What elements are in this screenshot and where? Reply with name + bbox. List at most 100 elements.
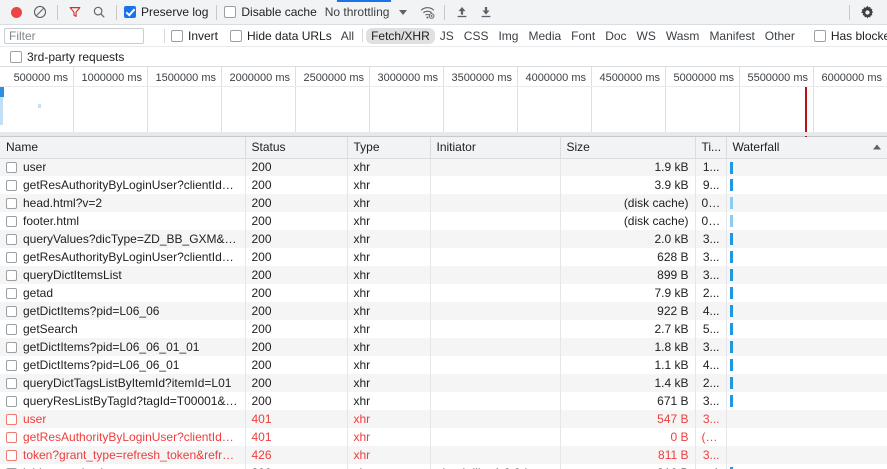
column-header-name[interactable]: Name	[0, 137, 246, 159]
table-row[interactable]: getDictItems?pid=L06_06 200 xhr 922 B 4...	[0, 302, 887, 320]
cell-waterfall[interactable]	[726, 338, 887, 356]
clear-button[interactable]	[28, 2, 52, 23]
cell-name[interactable]: getSearch	[0, 320, 246, 338]
cell-waterfall[interactable]	[726, 320, 887, 338]
table-row[interactable]: getResAuthorityByLoginUser?clientId=teac…	[0, 176, 887, 194]
cell-name[interactable]: queryValues?dicType=ZD_BB_GXM&flag=1	[0, 230, 246, 248]
cell-name[interactable]: queryResListByTagId?tagId=T00001&page=0&…	[0, 392, 246, 410]
type-filter-other[interactable]: Other	[764, 28, 795, 43]
cell-waterfall[interactable]	[726, 392, 887, 410]
row-checkbox[interactable]	[6, 161, 17, 173]
table-row[interactable]: head.html?v=2 200 xhr (disk cache) 0 ...	[0, 194, 887, 212]
row-checkbox[interactable]	[6, 233, 17, 245]
table-row[interactable]: getResAuthorityByLoginUser?clientId=user…	[0, 248, 887, 266]
table-row[interactable]: queryValues?dicType=ZD_BB_GXM&flag=1 200 x…	[0, 230, 887, 248]
table-row[interactable]: getDictItems?pid=L06_06_01 200 xhr 1.1 kB 4.…	[0, 356, 887, 374]
table-row[interactable]: user 401 xhr 547 B 3...	[0, 410, 887, 428]
cell-name[interactable]: getDictItems?pid=L06_06_01	[0, 356, 246, 374]
settings-button[interactable]	[855, 2, 879, 23]
type-filter-img[interactable]: Img	[498, 28, 519, 43]
row-checkbox[interactable]	[6, 449, 17, 461]
search-button[interactable]	[87, 2, 111, 23]
cell-waterfall[interactable]	[726, 230, 887, 248]
cell-name[interactable]: queryDictTagsListByItemId?itemId=L01	[0, 374, 246, 392]
cell-name[interactable]: getad	[0, 284, 246, 302]
column-header-time[interactable]: Ti...	[695, 137, 727, 159]
table-row[interactable]: queryResListByTagId?tagId=T00001&page=0&…	[0, 392, 887, 410]
network-conditions-button[interactable]	[415, 2, 439, 23]
row-checkbox[interactable]	[6, 179, 17, 191]
column-header-waterfall[interactable]: Waterfall	[726, 137, 887, 159]
type-filter-doc[interactable]: Doc	[605, 28, 627, 43]
filter-input[interactable]	[4, 27, 144, 44]
type-filter-all[interactable]: All	[340, 28, 355, 43]
cell-waterfall[interactable]	[726, 158, 887, 176]
cell-name[interactable]: getResAuthorityByLoginUser?clientId=teac…	[0, 176, 246, 194]
cell-name[interactable]: getResAuthorityByLoginUser?clientId=port…	[0, 428, 246, 446]
cell-name[interactable]: user	[0, 410, 246, 428]
cell-waterfall[interactable]	[726, 302, 887, 320]
overview-scroll-strip[interactable]	[0, 132, 887, 136]
cell-waterfall[interactable]	[726, 212, 887, 230]
has-blocked-cookies-checkbox[interactable]: Has blocked cookies	[813, 29, 887, 43]
table-row[interactable]: getDictItems?pid=L06_06_01_01 200 xhr 1.8 k…	[0, 338, 887, 356]
network-overview-graph[interactable]	[0, 87, 887, 137]
table-row[interactable]: j_bb_security_logout200xhrchunk-libs.1.0…	[0, 464, 887, 469]
table-row[interactable]: queryDictItemsList 200 xhr 899 B 3...	[0, 266, 887, 284]
type-filter-js[interactable]: JS	[439, 28, 454, 43]
row-checkbox[interactable]	[6, 251, 17, 263]
row-checkbox[interactable]	[6, 323, 17, 335]
row-checkbox[interactable]	[6, 359, 17, 371]
table-row[interactable]: getSearch 200 xhr 2.7 kB 5...	[0, 320, 887, 338]
row-checkbox[interactable]	[6, 341, 17, 353]
cell-waterfall[interactable]	[726, 356, 887, 374]
throttling-dropdown[interactable]: No throttling	[325, 5, 408, 19]
row-checkbox[interactable]	[6, 305, 17, 317]
row-checkbox[interactable]	[6, 431, 17, 443]
table-row[interactable]: getResAuthorityByLoginUser?clientId=port…	[0, 428, 887, 446]
column-header-type[interactable]: Type	[347, 137, 431, 159]
column-header-size[interactable]: Size	[560, 137, 696, 159]
record-button[interactable]	[4, 2, 28, 23]
type-filter-media[interactable]: Media	[528, 28, 562, 43]
invert-checkbox[interactable]: Invert	[171, 29, 218, 43]
row-checkbox[interactable]	[6, 215, 17, 227]
cell-waterfall[interactable]	[726, 194, 887, 212]
cell-name[interactable]: j_bb_security_logout	[0, 464, 246, 469]
requests-table-container[interactable]: Name Status Type Initiator Size Ti... Wa…	[0, 137, 887, 469]
type-filter-ws[interactable]: WS	[636, 28, 656, 43]
preserve-log-checkbox[interactable]: Preserve log	[124, 5, 208, 19]
cell-name[interactable]: user	[0, 158, 246, 176]
type-filter-css[interactable]: CSS	[463, 28, 489, 43]
table-row[interactable]: getad 200 xhr 7.9 kB 2...	[0, 284, 887, 302]
export-har-button[interactable]	[474, 2, 498, 23]
type-filter-wasm[interactable]: Wasm	[665, 28, 700, 43]
type-filter-fetch-xhr[interactable]: Fetch/XHR	[366, 27, 435, 44]
table-row[interactable]: queryDictTagsListByItemId?itemId=L01 200 x…	[0, 374, 887, 392]
cell-name[interactable]: head.html?v=2	[0, 194, 246, 212]
row-checkbox[interactable]	[6, 197, 17, 209]
type-filter-manifest[interactable]: Manifest	[709, 28, 755, 43]
cell-waterfall[interactable]	[726, 446, 887, 464]
table-row[interactable]: user 200 xhr 1.9 kB 1...	[0, 158, 887, 176]
cell-waterfall[interactable]	[726, 284, 887, 302]
row-checkbox[interactable]	[6, 413, 17, 425]
row-checkbox[interactable]	[6, 287, 17, 299]
row-checkbox[interactable]	[6, 395, 17, 407]
cell-name[interactable]: token?grant_type=refresh_token&refresh_t…	[0, 446, 246, 464]
table-row[interactable]: token?grant_type=refresh_token&refresh_t…	[0, 446, 887, 464]
third-party-requests-checkbox[interactable]: 3rd-party requests	[10, 50, 124, 64]
cell-waterfall[interactable]	[726, 176, 887, 194]
type-filter-font[interactable]: Font	[571, 28, 596, 43]
import-har-button[interactable]	[450, 2, 474, 23]
column-header-initiator[interactable]: Initiator	[430, 137, 561, 159]
cell-name[interactable]: footer.html	[0, 212, 246, 230]
cell-waterfall[interactable]	[726, 266, 887, 284]
table-row[interactable]: footer.html 200 xhr (disk cache) 0 ...	[0, 212, 887, 230]
filter-button[interactable]	[63, 2, 87, 23]
row-checkbox[interactable]	[6, 467, 17, 469]
hide-data-urls-checkbox[interactable]: Hide data URLs	[230, 29, 332, 43]
row-checkbox[interactable]	[6, 269, 17, 281]
cell-waterfall[interactable]	[726, 428, 887, 446]
cell-waterfall[interactable]	[726, 374, 887, 392]
